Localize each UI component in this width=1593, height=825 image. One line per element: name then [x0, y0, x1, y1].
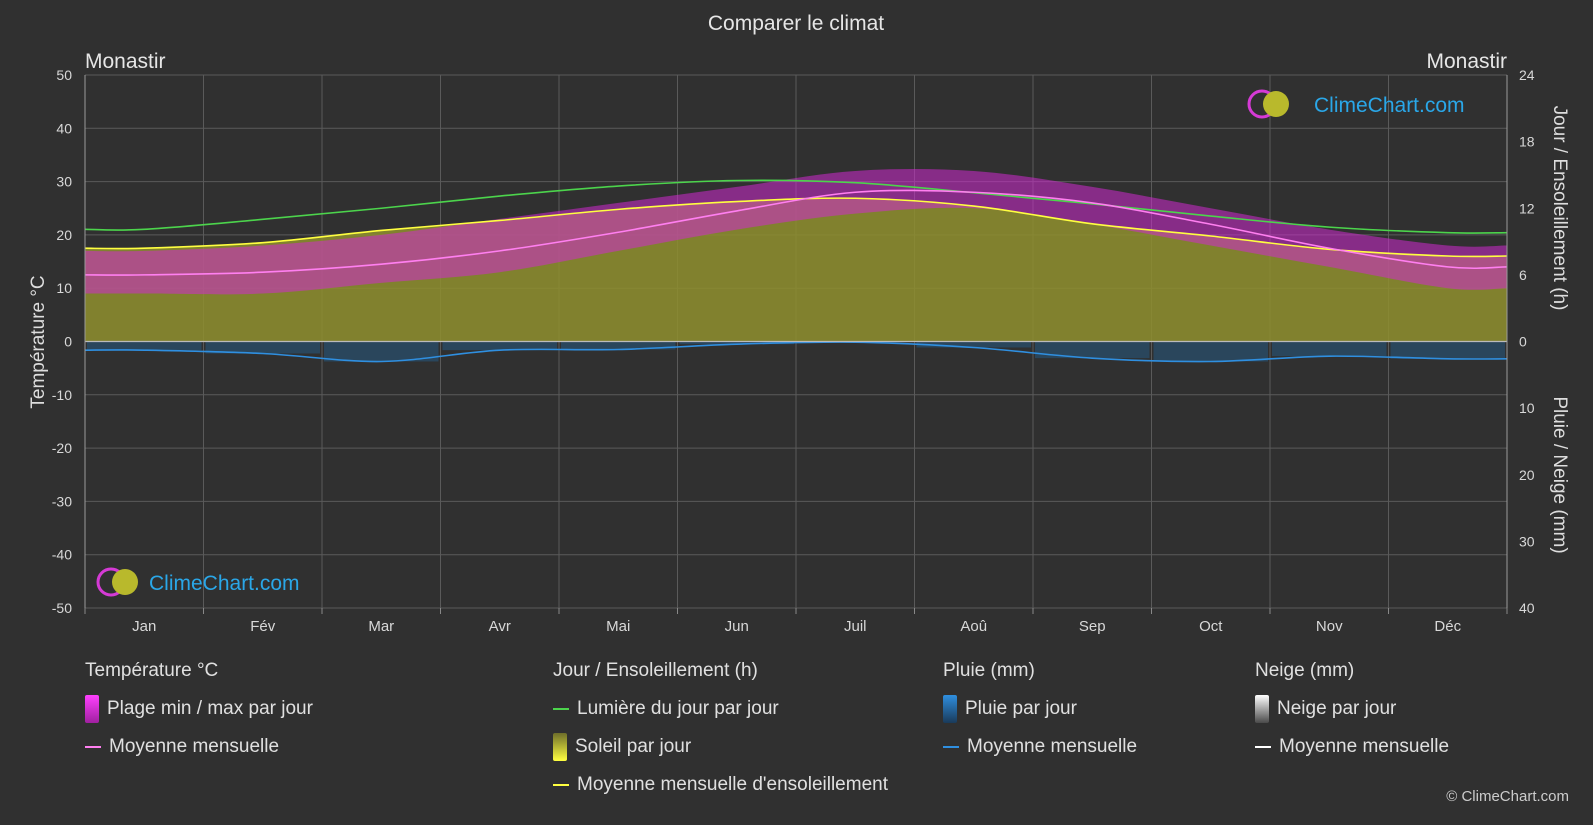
legend-temp-header: Température °C — [85, 660, 219, 681]
daylight-line — [84, 179, 1508, 234]
watermark-text: ClimeChart.com — [149, 572, 300, 595]
location-left: Monastir — [85, 50, 166, 73]
temp-mean-line — [84, 189, 1508, 276]
temp-range-band — [85, 168, 1507, 295]
legend-temp-mean-label: Moyenne mensuelle — [109, 736, 280, 757]
rain-bar — [205, 341, 320, 354]
legend-sunshine: Soleil par jour — [553, 733, 888, 761]
temp-mean-swatch — [85, 746, 101, 748]
rain-bar — [87, 341, 202, 351]
rain-bar — [679, 341, 794, 345]
legend-sunshine-mean-label: Moyenne mensuelle d'ensoleillement — [577, 774, 888, 795]
legend-rain: Pluie (mm) Pluie par jour Moyenne mensue… — [943, 660, 1137, 774]
y-left-tick-label: -10 — [52, 387, 72, 403]
legend-temperature: Température °C Plage min / max par jour … — [85, 660, 313, 774]
x-month-label: Avr — [489, 618, 511, 635]
y-left-tick-label: -30 — [52, 493, 72, 509]
legend-daylight: Lumière du jour par jour — [553, 698, 888, 720]
legend-temp-mean: Moyenne mensuelle — [85, 736, 313, 758]
sunshine-mean-swatch — [553, 784, 569, 786]
y-right-hours-tick-label: 18 — [1519, 134, 1535, 150]
rain-mean-swatch — [943, 746, 959, 748]
rain-bar — [561, 341, 676, 350]
sunshine-mean-line — [84, 197, 1508, 258]
logo-sun-icon — [112, 569, 138, 595]
climate-chart: Comparer le climat Monastir Monastir 50 4… — [28, 12, 1570, 635]
legend-sunshine-mean: Moyenne mensuelle d'ensoleillement — [553, 774, 888, 796]
daylight-swatch — [553, 708, 569, 710]
rain-bar — [1035, 341, 1150, 359]
x-month-label: Jan — [132, 618, 156, 635]
x-month-label: Mar — [368, 618, 394, 635]
y-left-tick-label: 40 — [56, 120, 72, 136]
x-month-label: Fév — [250, 618, 276, 635]
x-month-label: Aoû — [960, 618, 987, 635]
axis-right-top-label: Jour / Ensoleillement (h) — [1549, 106, 1570, 311]
y-left-tick-label: 30 — [56, 174, 72, 190]
axis-left-label: Température °C — [28, 275, 49, 408]
rain-bar — [1272, 341, 1387, 357]
logo-sun-icon — [1263, 91, 1289, 117]
rain-swatch — [943, 695, 957, 723]
y-right-hours-tick-label: 24 — [1519, 67, 1535, 83]
legend-snow: Neige (mm) Neige par jour Moyenne mensue… — [1255, 660, 1449, 774]
snow-swatch — [1255, 695, 1269, 723]
x-month-label: Nov — [1316, 618, 1343, 635]
legend-sun-header: Jour / Ensoleillement (h) — [553, 660, 758, 681]
legend-daylight-label: Lumière du jour par jour — [577, 698, 779, 719]
y-right-hours-tick-label: 12 — [1519, 200, 1535, 216]
x-month-label: Déc — [1434, 618, 1461, 635]
legend-snow-mean-label: Moyenne mensuelle — [1279, 736, 1450, 757]
axes: 50 40 30 20 10 0 -10 -20 -30 -40 -50 24 18 12 6 0 10 20 30… — [52, 67, 1535, 635]
snow-mean-swatch — [1255, 746, 1271, 748]
y-right-precip-tick-label: 20 — [1519, 467, 1535, 483]
rain-bar — [442, 341, 557, 351]
x-month-label: Sep — [1079, 618, 1106, 635]
rain-bar — [1153, 341, 1268, 362]
legend-sunshine-label: Soleil par jour — [575, 736, 692, 757]
legend-snow-daily: Neige par jour — [1255, 695, 1449, 723]
legend-temp-range-label: Plage min / max par jour — [107, 698, 313, 719]
rain-bar — [1390, 341, 1505, 359]
y-left-tick-label: 50 — [56, 67, 72, 83]
legend-snow-header: Neige (mm) — [1255, 660, 1355, 681]
watermark-bottom: ClimeChart.com — [96, 567, 300, 597]
y-right-precip-tick-label: 30 — [1519, 533, 1535, 549]
legend-rain-daily: Pluie par jour — [943, 695, 1137, 723]
y-left-tick-label: 20 — [56, 227, 72, 243]
legend-snow-mean: Moyenne mensuelle — [1255, 736, 1449, 758]
watermark-top: ClimeChart.com — [1247, 89, 1465, 119]
legend-rain-mean: Moyenne mensuelle — [943, 736, 1137, 758]
legend-temp-range: Plage min / max par jour — [85, 695, 313, 723]
y-left-tick-label: -50 — [52, 600, 72, 616]
y-right-precip-tick-label: 40 — [1519, 600, 1535, 616]
x-month-label: Oct — [1199, 618, 1223, 635]
y-right-hours-tick-label: 0 — [1519, 334, 1527, 350]
x-month-label: Mai — [606, 618, 630, 635]
copyright: © ClimeChart.com — [1446, 788, 1569, 805]
chart-title: Comparer le climat — [708, 12, 884, 35]
y-right-hours-tick-label: 6 — [1519, 267, 1527, 283]
sunshine-swatch — [553, 733, 567, 761]
y-right-precip-tick-label: 10 — [1519, 400, 1535, 416]
x-month-label: Juil — [844, 618, 867, 635]
legend-rain-header: Pluie (mm) — [943, 660, 1035, 681]
legend-sun: Jour / Ensoleillement (h) Lumière du jou… — [553, 660, 888, 812]
temp-range-swatch — [85, 695, 99, 723]
rain-mean-line — [84, 341, 1508, 363]
x-month-label: Jun — [725, 618, 749, 635]
plot-area — [84, 168, 1508, 363]
watermark-text: ClimeChart.com — [1314, 94, 1465, 117]
y-left-tick-label: -20 — [52, 440, 72, 456]
rain-bar — [916, 341, 1031, 348]
rain-bar — [324, 341, 439, 362]
legend-snow-label: Neige par jour — [1277, 698, 1397, 719]
y-left-tick-label: 10 — [56, 280, 72, 296]
y-left-tick-label: 0 — [64, 334, 72, 350]
legend-rain-mean-label: Moyenne mensuelle — [967, 736, 1138, 757]
location-right: Monastir — [1426, 50, 1507, 73]
axis-right-bottom-label: Pluie / Neige (mm) — [1549, 396, 1570, 553]
y-left-tick-label: -40 — [52, 547, 72, 563]
legend-rain-label: Pluie par jour — [965, 698, 1077, 719]
